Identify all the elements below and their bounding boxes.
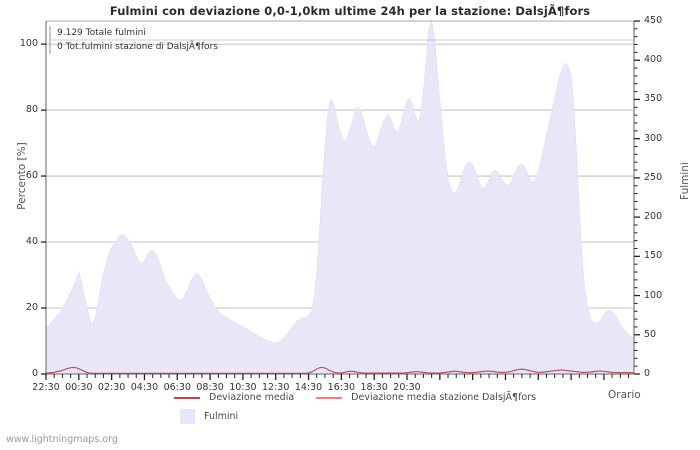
page-title: Fulmini con deviazione 0,0-1,0km ultime … — [109, 4, 591, 18]
y-right-tick-label: 250 — [644, 171, 663, 183]
x-axis-title: Orario — [608, 389, 641, 401]
legend-label: Fulmini — [204, 411, 239, 422]
legend-row-secondary: Fulmini — [174, 409, 260, 424]
area-series-fulmini — [45, 19, 635, 375]
legend-item-fulmini[interactable]: Fulmini — [174, 409, 238, 424]
x-tick-label: 06:30 — [163, 382, 191, 393]
line-series-deviazione-media — [45, 366, 634, 374]
x-tick-label: 14:30 — [294, 382, 323, 393]
y-right-tick-label: 0 — [644, 368, 651, 379]
x-tick-label: 04:30 — [130, 382, 159, 393]
y-left-tick-label: 0 — [31, 368, 38, 379]
y-left-tick-label: 40 — [25, 236, 38, 248]
x-tick-label: 10:30 — [229, 382, 257, 393]
y-right-tick-label: 200 — [644, 211, 663, 223]
x-tick-label: 08:30 — [196, 382, 224, 393]
legend-label: Deviazione media stazione DalsjÃ¶fors — [351, 392, 537, 403]
x-tick-label: 22:30 — [32, 382, 60, 393]
y-right-tick-label: 400 — [644, 54, 663, 66]
y-right-tick-label: 450 — [644, 15, 663, 26]
legend-item-deviazione-media-stazione[interactable]: Deviazione media stazione DalsjÃ¶fors — [316, 392, 536, 403]
y-right-tick-label: 100 — [644, 289, 663, 301]
x-tick-label: 18:30 — [360, 382, 388, 393]
y-right-tick-label: 350 — [644, 93, 663, 105]
x-tick-label: 02:30 — [97, 382, 126, 393]
x-tick-label: 00:30 — [65, 382, 93, 393]
x-tick-label: 16:30 — [327, 382, 356, 393]
annotation-station-strikes: 0 Tot.fulmini stazione di DalsjÃ¶fors — [57, 42, 218, 52]
y-right-tick-label: 150 — [644, 250, 663, 262]
legend-item-deviazione-media[interactable]: Deviazione media — [174, 392, 294, 403]
legend-line-swatch-icon — [174, 396, 200, 399]
legend-line-swatch-icon — [316, 396, 343, 399]
y-left-tick-label: 60 — [25, 170, 38, 182]
site-credit: www.lightningmaps.org — [6, 434, 118, 445]
legend-box-swatch-icon — [180, 409, 195, 424]
y-right-tick-label: 300 — [644, 132, 663, 144]
annotation-total-strikes: 9.129 Totale fulmini — [57, 28, 146, 38]
y-left-tick-label: 80 — [25, 104, 38, 116]
x-tick-label: 20:30 — [393, 382, 421, 393]
y-right-tick-label: 50 — [644, 328, 657, 340]
x-tick-label: 12:30 — [262, 382, 290, 393]
y-left-tick-label: 100 — [19, 38, 38, 50]
legend-row-primary: Deviazione media Deviazione media stazio… — [174, 392, 558, 403]
y-left-tick-label: 20 — [25, 302, 38, 314]
legend-label: Deviazione media — [209, 392, 295, 403]
chart-legend: Deviazione media Deviazione media stazio… — [46, 392, 646, 426]
